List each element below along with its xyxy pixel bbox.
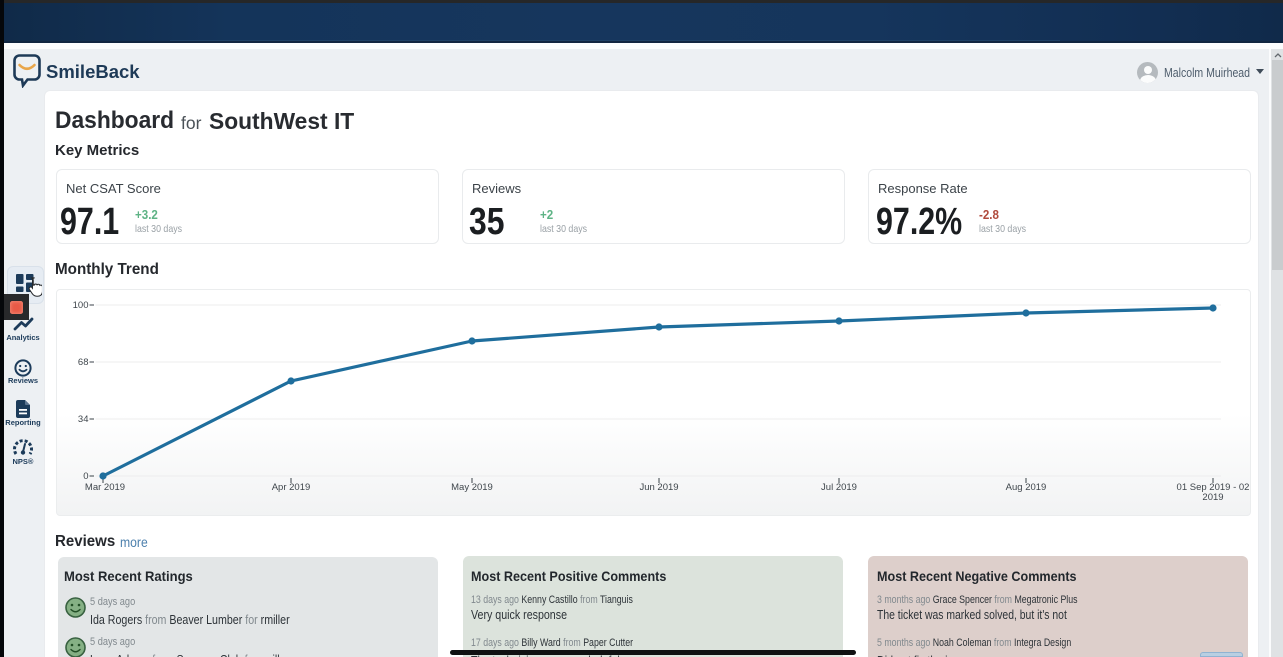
svg-text:01 Sep 2019 - 02: 01 Sep 2019 - 02	[1177, 482, 1250, 493]
svg-text:May 2019: May 2019	[451, 482, 493, 493]
svg-text:0: 0	[83, 471, 88, 482]
svg-text:100: 100	[73, 300, 89, 311]
svg-text:Aug 2019: Aug 2019	[1006, 482, 1047, 493]
svg-text:Jul 2019: Jul 2019	[821, 482, 857, 493]
svg-text:34: 34	[78, 414, 89, 425]
svg-text:2019: 2019	[1202, 492, 1223, 503]
svg-text:Jun 2019: Jun 2019	[639, 482, 678, 493]
svg-text:68: 68	[78, 357, 89, 368]
svg-text:Mar 2019: Mar 2019	[85, 482, 125, 493]
svg-text:Apr 2019: Apr 2019	[272, 482, 311, 493]
